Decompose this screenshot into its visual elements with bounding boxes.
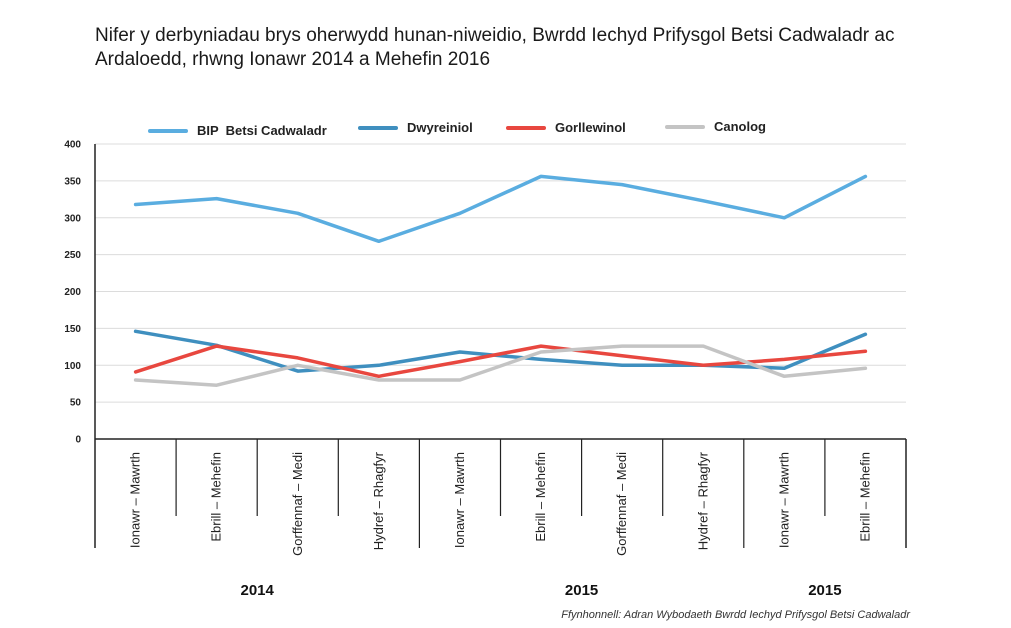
y-tick-label: 300 (64, 213, 81, 224)
source-note: Ffynhonnell: Adran Wybodaeth Bwrdd Iechy… (561, 609, 910, 621)
legend-label: Dwyreiniol (407, 120, 473, 135)
year-label: 2015 (808, 582, 841, 599)
y-tick-label: 250 (64, 250, 81, 261)
x-tick-label: Gorffennaf – Medi (614, 452, 629, 556)
x-tick-label: Ionawr – Mawrth (128, 452, 143, 548)
year-label: 2015 (565, 582, 598, 599)
x-tick-label: Hydref – Rhagfyr (371, 451, 386, 550)
series-line (133, 344, 868, 379)
legend-label: BIP Betsi Cadwaladr (197, 123, 327, 138)
x-tick-label: Ionawr – Mawrth (452, 452, 467, 548)
chart-title: Nifer y derbyniadau brys oherwydd hunan-… (95, 25, 895, 70)
series-line (133, 344, 868, 387)
legend: BIP Betsi Cadwaladr Dwyreiniol Gorllewinol… (148, 119, 766, 138)
y-tick-label: 100 (64, 361, 81, 372)
legend-label: Gorllewinol (555, 120, 626, 135)
y-tick-label: 50 (70, 398, 82, 409)
y-tick-label: 400 (64, 140, 81, 151)
year-labels: 2014 2015 2015 (241, 582, 842, 599)
y-tick-label: 350 (64, 176, 81, 187)
x-axis-ticks: Ionawr – Mawrth Ebrill – Mehefin Gorffenna… (128, 451, 873, 555)
y-tick-label: 150 (64, 324, 81, 335)
axes (94, 144, 907, 548)
x-tick-label: Ionawr – Mawrth (776, 452, 791, 548)
x-tick-label: Ebrill – Mehefin (857, 452, 872, 542)
y-tick-label: 0 (75, 435, 81, 446)
x-tick-label: Hydref – Rhagfyr (695, 451, 710, 550)
y-axis-ticks: 0 50 100 150 200 250 300 350 400 (64, 140, 81, 446)
x-tick-label: Ebrill – Mehefin (209, 452, 224, 542)
legend-label: Canolog (714, 119, 766, 134)
series-line (133, 174, 868, 244)
x-tick-label: Gorffennaf – Medi (290, 452, 305, 556)
series-lines (133, 174, 868, 387)
gridlines (95, 143, 906, 403)
y-tick-label: 200 (64, 287, 81, 298)
x-tick-label: Ebrill – Mehefin (533, 452, 548, 542)
year-label: 2014 (241, 582, 275, 599)
series-line (133, 329, 868, 373)
